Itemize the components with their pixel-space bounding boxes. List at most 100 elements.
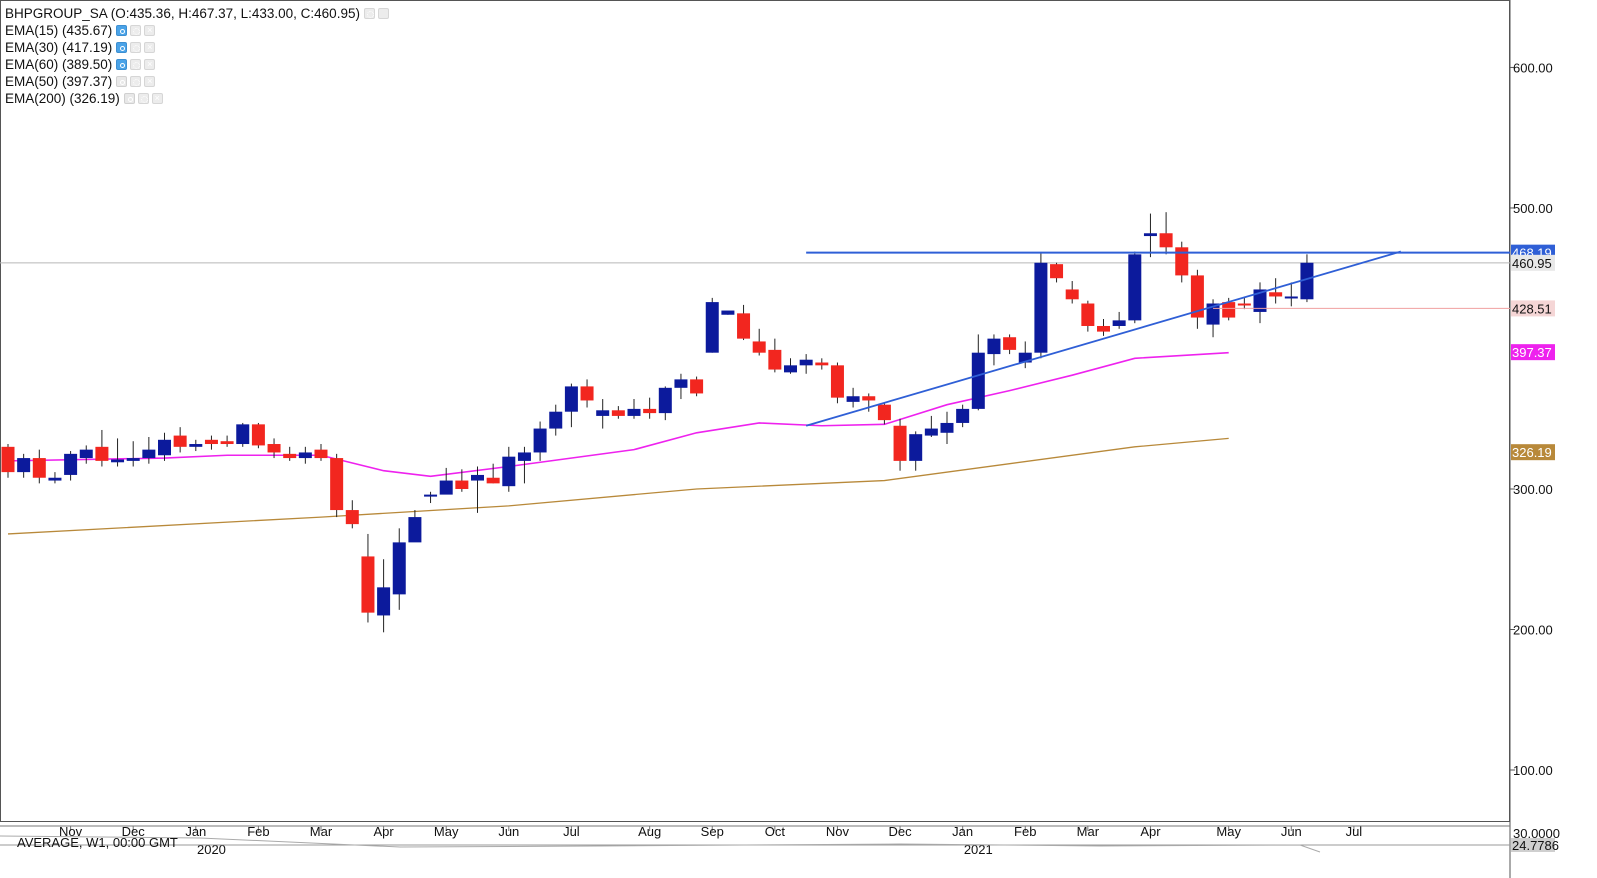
x-month-label: Nov	[826, 824, 850, 839]
candle-body	[486, 477, 500, 484]
y-tick-label: 500.00	[1513, 201, 1553, 216]
candle-body	[220, 441, 234, 445]
legend-ema50: EMA(50) (397.37) ×	[5, 73, 392, 90]
gear-icon[interactable]	[130, 59, 142, 70]
eye-icon[interactable]	[116, 59, 128, 70]
candle-body	[737, 313, 751, 339]
candle-body	[533, 428, 547, 453]
candle-body	[549, 411, 563, 429]
x-month-label: Feb	[1014, 824, 1036, 839]
eye-icon[interactable]	[116, 25, 128, 36]
candle-body	[784, 365, 797, 373]
eye-icon[interactable]	[123, 93, 135, 104]
plot-border	[0, 0, 1510, 822]
legend-ema200-text: EMA(200) (326.19)	[5, 91, 120, 106]
x-month-label: Feb	[247, 824, 269, 839]
price-tag	[1511, 444, 1555, 461]
price-tag-label: 428.51	[1512, 301, 1552, 316]
candle-body	[1128, 254, 1142, 321]
subpanel-top-tick: 30.0000	[1513, 826, 1560, 841]
candle-body	[236, 424, 250, 445]
candle-body	[1081, 303, 1095, 326]
ema200-line	[7, 437, 1229, 535]
candle-body	[627, 408, 641, 416]
candle-body	[392, 542, 406, 595]
candle-body	[64, 453, 78, 475]
candle-body	[283, 453, 297, 459]
candle-body	[126, 458, 140, 461]
candle-body	[658, 387, 672, 414]
candle-body	[815, 362, 829, 366]
legend-ema60-text: EMA(60) (389.50)	[5, 57, 113, 72]
candle-body	[924, 428, 938, 436]
legend-ema50-text: EMA(50) (397.37)	[5, 74, 113, 89]
candle-body	[345, 510, 359, 525]
candle-body	[987, 338, 1001, 355]
trendline	[805, 250, 1402, 427]
candle-body	[298, 452, 312, 459]
close-icon[interactable]: ×	[144, 42, 156, 53]
y-tick-label: 200.00	[1513, 622, 1553, 637]
candle-body	[1050, 264, 1064, 279]
price-tag-label: 326.19	[1512, 445, 1552, 460]
close-icon[interactable]	[377, 8, 389, 19]
x-month-label: Apr	[1140, 824, 1161, 839]
y-tick-label: 600.00	[1513, 60, 1553, 75]
x-month-label: Oct	[765, 824, 786, 839]
candle-body	[846, 396, 860, 402]
close-icon[interactable]: ×	[144, 59, 156, 70]
x-month-label: May	[1216, 824, 1241, 839]
candle-body	[17, 458, 31, 473]
candle-body	[611, 410, 625, 416]
candle-body	[830, 365, 844, 398]
close-icon[interactable]: ×	[144, 25, 156, 36]
eye-icon[interactable]	[116, 42, 128, 53]
candle-body	[1003, 337, 1017, 350]
close-icon[interactable]: ×	[151, 93, 163, 104]
gear-icon[interactable]	[130, 25, 142, 36]
candle-body	[204, 439, 218, 445]
candle-body	[1065, 289, 1079, 300]
eye-icon[interactable]	[116, 76, 128, 87]
candle-body	[752, 341, 766, 353]
y-tick-label: 300.00	[1513, 482, 1553, 497]
x-month-label: Jul	[1346, 824, 1363, 839]
chart-legend: BHPGROUP_SA (O:435.36, H:467.37, L:433.0…	[5, 5, 392, 107]
candle-body	[251, 424, 265, 446]
candle-body	[1034, 262, 1048, 353]
gear-icon[interactable]	[137, 93, 149, 104]
x-month-label: Sep	[701, 824, 724, 839]
candle-body	[909, 434, 923, 461]
candle-body	[1269, 292, 1283, 297]
x-month-label: May	[434, 824, 459, 839]
candle-body	[643, 408, 657, 414]
candle-body	[361, 556, 375, 613]
close-icon[interactable]: ×	[144, 76, 156, 87]
candle-body	[956, 408, 970, 423]
candle-body	[721, 310, 735, 315]
candle-body	[1190, 275, 1204, 318]
candle-body	[471, 474, 484, 481]
x-month-label: Apr	[373, 824, 394, 839]
price-tag	[1511, 344, 1555, 361]
candle-body	[596, 410, 610, 416]
legend-main: BHPGROUP_SA (O:435.36, H:467.37, L:433.0…	[5, 5, 392, 22]
candle-body	[893, 425, 907, 461]
x-month-label: Jun	[498, 824, 519, 839]
candle-body	[439, 480, 453, 495]
candle-body	[95, 446, 109, 461]
candle-body	[1143, 233, 1157, 237]
candle-body	[705, 302, 719, 353]
candle-body	[971, 352, 985, 409]
legend-main-text: BHPGROUP_SA (O:435.36, H:467.37, L:433.0…	[5, 6, 360, 21]
gear-icon[interactable]	[130, 76, 142, 87]
candle-body	[799, 359, 813, 366]
x-month-label: Jan	[185, 824, 206, 839]
candle-body	[158, 439, 171, 456]
x-month-label: Dec	[122, 824, 146, 839]
gear-icon[interactable]	[130, 42, 142, 53]
x-month-label: Mar	[310, 824, 333, 839]
gear-icon[interactable]	[363, 8, 375, 19]
